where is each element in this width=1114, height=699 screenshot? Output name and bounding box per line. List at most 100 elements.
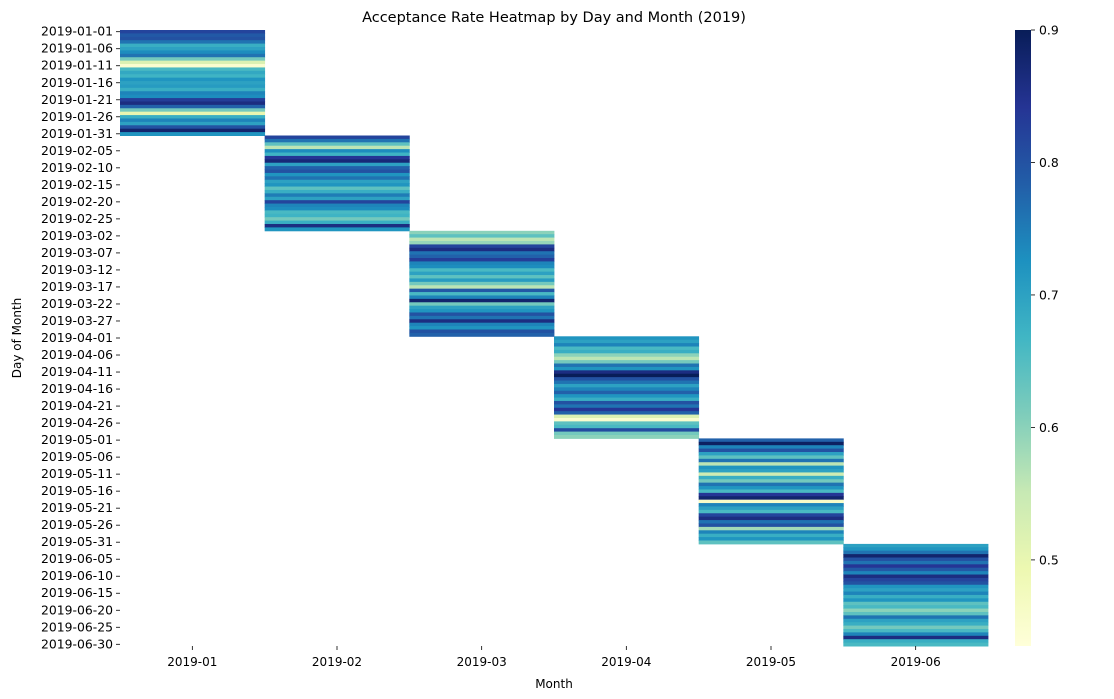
heatmap-cell	[409, 244, 555, 249]
heatmap-cell	[554, 394, 700, 399]
heatmap-cell	[264, 145, 410, 150]
heatmap-cell	[843, 632, 989, 637]
heatmap-cell	[698, 506, 844, 511]
heatmap-cell	[409, 251, 555, 256]
heatmap-cell	[409, 312, 555, 317]
heatmap-cell	[698, 462, 844, 467]
y-tick-label: 2019-01-16	[41, 75, 113, 90]
heatmap-cell	[264, 227, 410, 232]
heatmap-cell	[698, 469, 844, 473]
x-tick-label: 2019-03	[457, 655, 507, 669]
heatmap-cell	[698, 458, 844, 463]
y-tick-label: 2019-04-21	[41, 398, 113, 413]
heatmap-cell	[554, 363, 700, 368]
heatmap-cell	[698, 445, 844, 450]
heatmap-cell	[409, 326, 555, 330]
heatmap-cell	[120, 118, 266, 123]
x-tick-label: 2019-05	[746, 655, 796, 669]
y-tick-label: 2019-03-22	[41, 296, 113, 311]
heatmap-cell	[554, 414, 700, 419]
heatmap-cell	[120, 57, 266, 62]
heatmap-cell	[120, 94, 266, 99]
heatmap-cell	[843, 557, 989, 562]
heatmap-cell	[554, 404, 700, 409]
y-axis-label: Day of Month	[10, 298, 24, 379]
y-tick-label: 2019-04-26	[41, 415, 113, 430]
heatmap-cell	[409, 254, 555, 259]
heatmap-cell	[120, 91, 266, 96]
heatmap-cell	[698, 499, 844, 504]
y-tick-label: 2019-02-10	[41, 160, 113, 175]
heatmap-cell	[409, 281, 555, 286]
heatmap-cell	[120, 125, 266, 130]
heatmap-cell	[843, 611, 989, 616]
heatmap-cell	[843, 635, 989, 640]
heatmap-cell	[264, 155, 410, 160]
heatmap-cell	[554, 360, 700, 365]
heatmap-cell	[264, 149, 410, 154]
heatmap-cells	[120, 30, 989, 647]
heatmap-cell	[409, 288, 555, 293]
heatmap-cell	[264, 189, 410, 194]
heatmap-cell	[264, 220, 410, 225]
heatmap-cell	[264, 152, 410, 157]
heatmap-cell	[120, 87, 266, 92]
y-tick-label: 2019-01-31	[41, 126, 113, 141]
heatmap-cell	[120, 74, 266, 79]
heatmap-cell	[554, 421, 700, 426]
colorbar-tick-label: 0.9	[1039, 23, 1059, 38]
heatmap-cell	[120, 33, 266, 38]
y-tick-label: 2019-06-25	[41, 619, 113, 634]
colorbar-tick-label: 0.7	[1039, 287, 1059, 302]
heatmap-cell	[120, 115, 266, 119]
heatmap-cell	[698, 452, 844, 456]
heatmap-cell	[843, 543, 989, 548]
heatmap-cell	[843, 618, 989, 623]
heatmap-cell	[698, 509, 844, 514]
heatmap-cell	[120, 128, 266, 133]
heatmap-cell	[409, 234, 555, 239]
y-tick-label: 2019-01-21	[41, 92, 113, 107]
heatmap-cell	[843, 571, 989, 576]
y-tick-label: 2019-02-15	[41, 177, 113, 192]
heatmap-cell	[554, 373, 700, 378]
heatmap-cell	[409, 237, 555, 242]
heatmap-cell	[554, 431, 700, 436]
heatmap-cell	[698, 489, 844, 494]
y-tick-label: 2019-03-02	[41, 228, 113, 243]
heatmap-cell	[120, 60, 266, 65]
heatmap-cell	[843, 581, 989, 586]
heatmap-cell	[843, 591, 989, 596]
heatmap-cell	[554, 336, 700, 341]
heatmap-cell	[554, 366, 700, 371]
y-tick-label: 2019-01-01	[41, 24, 113, 39]
y-tick-label: 2019-03-17	[41, 279, 113, 294]
heatmap-cell	[843, 584, 989, 589]
heatmap-cell	[843, 594, 989, 599]
heatmap-cell	[409, 298, 555, 303]
heatmap-cell	[264, 196, 410, 201]
y-tick-label: 2019-04-06	[41, 347, 113, 362]
heatmap-cell	[698, 516, 844, 521]
heatmap-cell	[409, 322, 555, 327]
y-tick-label: 2019-05-31	[41, 534, 113, 549]
heatmap-cell	[264, 179, 410, 184]
heatmap-cell	[409, 292, 555, 296]
heatmap-cell	[264, 166, 410, 171]
colorbar-ticks: 0.5 0.6 0.7 0.8 0.9	[1031, 23, 1059, 567]
heatmap-cell	[264, 172, 410, 177]
y-tick-label: 2019-05-11	[41, 466, 113, 481]
heatmap-cell	[554, 390, 700, 395]
heatmap-cell	[843, 598, 989, 603]
heatmap-cell	[554, 397, 700, 402]
y-tick-label: 2019-01-26	[41, 109, 113, 124]
heatmap-cell	[409, 241, 555, 245]
heatmap-cell	[554, 380, 700, 385]
y-tick-label: 2019-06-30	[41, 636, 113, 651]
heatmap-cell	[264, 206, 410, 211]
heatmap-cell	[698, 438, 844, 443]
heatmap-cell	[554, 339, 700, 344]
heatmap-cell	[264, 162, 410, 167]
colorbar	[1015, 30, 1031, 646]
heatmap-cell	[120, 108, 266, 113]
